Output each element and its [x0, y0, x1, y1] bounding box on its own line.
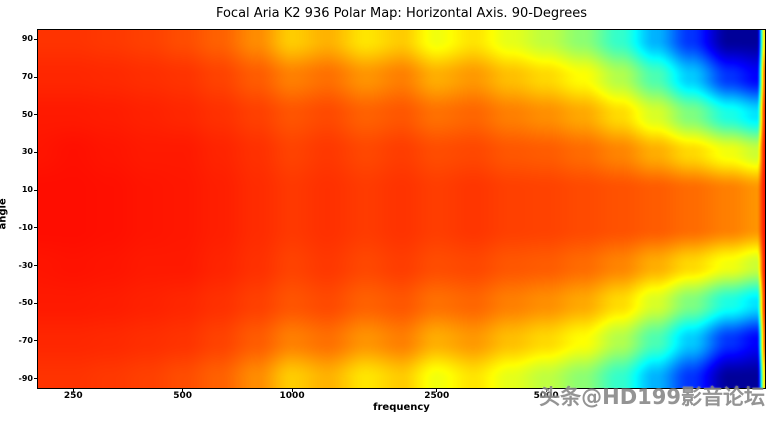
y-tick-label: 90	[21, 34, 33, 44]
watermark: 头条@HD199影音论坛	[539, 385, 765, 409]
y-tick-label: 50	[21, 109, 33, 119]
y-tick-mark	[34, 76, 37, 78]
y-tick-label: -90	[18, 373, 33, 383]
x-tick-mark	[291, 389, 293, 392]
x-axis-label: frequency	[373, 402, 430, 413]
y-tick-mark	[34, 265, 37, 267]
x-tick-mark	[545, 389, 547, 392]
chart-title: Focal Aria K2 936 Polar Map: Horizontal …	[215, 6, 588, 21]
x-tick-mark	[436, 389, 438, 392]
y-tick-label: -30	[18, 260, 33, 270]
y-tick-mark	[34, 340, 37, 342]
y-tick-mark	[34, 302, 37, 304]
y-tick-mark	[34, 151, 37, 153]
y-tick-label: -10	[18, 222, 33, 232]
y-tick-label: 30	[21, 147, 33, 157]
x-tick-label: 250	[63, 391, 83, 401]
y-tick-mark	[34, 378, 37, 380]
y-tick-mark	[34, 189, 37, 191]
x-tick-label: 5000	[533, 391, 559, 401]
x-tick-label: 500	[173, 391, 193, 401]
y-tick-label: 70	[21, 72, 33, 82]
y-tick-label: -70	[18, 335, 33, 345]
y-tick-mark	[34, 227, 37, 229]
y-tick-label: 10	[21, 185, 33, 195]
heatmap-canvas	[38, 30, 765, 388]
x-tick-label: 2500	[424, 391, 450, 401]
y-tick-mark	[34, 114, 37, 116]
y-tick-label: -50	[18, 298, 33, 308]
x-tick-label: 1000	[279, 391, 305, 401]
x-tick-mark	[182, 389, 184, 392]
y-tick-mark	[34, 38, 37, 40]
x-tick-mark	[72, 389, 74, 392]
